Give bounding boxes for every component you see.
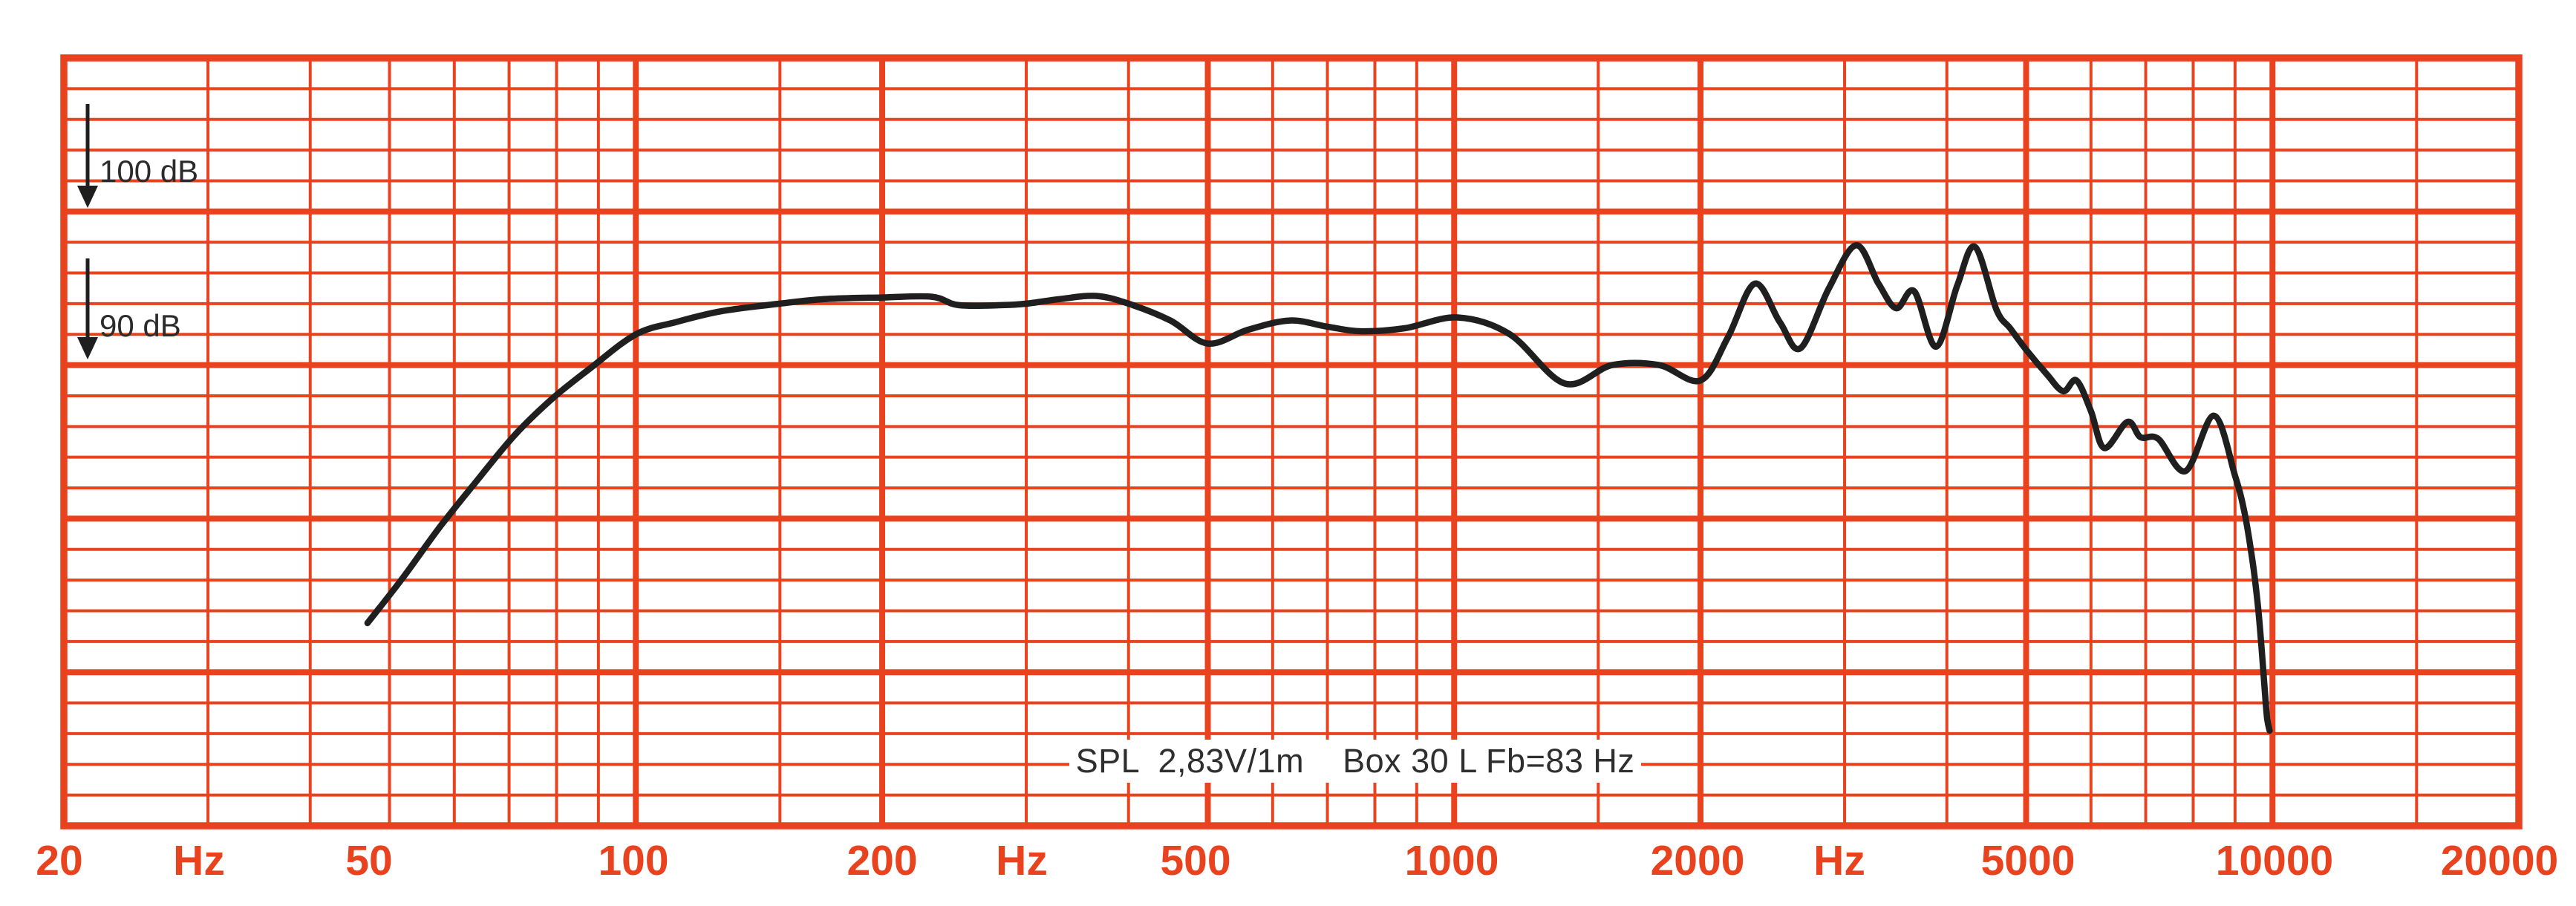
db-annotations: 100 dB 90 dB <box>77 104 198 359</box>
x-axis-label-hz: Hz <box>1813 837 1865 884</box>
x-axis-label-50: 50 <box>345 837 392 884</box>
spl-curve <box>364 242 2273 734</box>
x-axis-label-20: 20 <box>36 837 82 884</box>
x-axis-label-500: 500 <box>1160 837 1230 884</box>
db-label-90: 90 dB <box>100 308 181 343</box>
x-axis-label-10000: 10000 <box>2216 837 2334 884</box>
plot-border <box>60 54 2523 830</box>
x-axis-label-100: 100 <box>598 837 668 884</box>
grid <box>60 54 2523 830</box>
x-axis-labels: 20 Hz 50 100 200 Hz 500 1000 2000 Hz 5000 10000 2000… <box>36 837 2558 884</box>
x-axis-label-2000: 2000 <box>1651 837 1745 884</box>
curve-layer <box>364 242 2273 734</box>
x-axis-label-hz: Hz <box>173 837 225 884</box>
x-axis-label-hz: Hz <box>996 837 1048 884</box>
x-axis-label-1000: 1000 <box>1405 837 1499 884</box>
x-axis-label-200: 200 <box>847 837 917 884</box>
x-axis-label-20000: 20000 <box>2441 837 2559 884</box>
db-arrow-100-head <box>77 186 98 208</box>
caption-text: SPL 2,83V/1m Box 30 L Fb=83 Hz <box>1075 742 1635 780</box>
db-arrow-90-head <box>77 337 98 359</box>
caption-box: SPL 2,83V/1m Box 30 L Fb=83 Hz <box>1069 740 1641 783</box>
db-label-100: 100 dB <box>100 154 198 189</box>
x-axis-label-5000: 5000 <box>1981 837 2076 884</box>
